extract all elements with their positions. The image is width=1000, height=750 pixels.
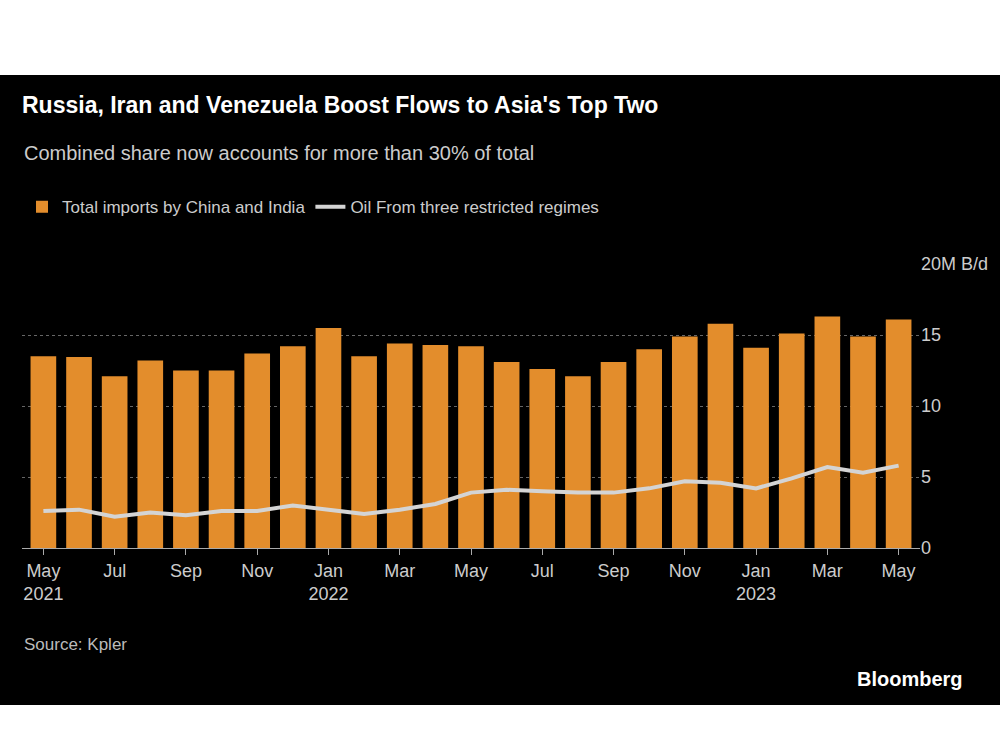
svg-text:10: 10 — [921, 396, 941, 416]
svg-text:Source: Kpler: Source: Kpler — [24, 635, 127, 654]
svg-text:Nov: Nov — [669, 561, 701, 581]
svg-text:Mar: Mar — [384, 561, 415, 581]
svg-text:20M B/d: 20M B/d — [921, 254, 988, 274]
svg-text:Mar: Mar — [812, 561, 843, 581]
svg-text:Bloomberg: Bloomberg — [857, 668, 963, 690]
svg-text:May: May — [454, 561, 488, 581]
svg-text:Jul: Jul — [103, 561, 126, 581]
svg-text:15: 15 — [921, 325, 941, 345]
svg-text:Russia, Iran and Venezuela Boo: Russia, Iran and Venezuela Boost Flows t… — [22, 92, 658, 118]
svg-text:5: 5 — [921, 467, 931, 487]
svg-text:Jan2023: Jan2023 — [736, 561, 776, 604]
svg-text:Sep: Sep — [170, 561, 202, 581]
svg-text:May: May — [882, 561, 916, 581]
svg-text:Oil From three restricted regi: Oil From three restricted regimes — [350, 198, 598, 217]
svg-text:Jul: Jul — [531, 561, 554, 581]
svg-text:May2021: May2021 — [23, 561, 63, 604]
svg-text:Jan2022: Jan2022 — [308, 561, 348, 604]
svg-text:Nov: Nov — [241, 561, 273, 581]
svg-text:0: 0 — [921, 538, 931, 558]
svg-text:Sep: Sep — [598, 561, 630, 581]
svg-text:Combined share now accounts fo: Combined share now accounts for more tha… — [24, 142, 534, 164]
svg-text:Total imports by China and Ind: Total imports by China and India — [62, 198, 305, 217]
